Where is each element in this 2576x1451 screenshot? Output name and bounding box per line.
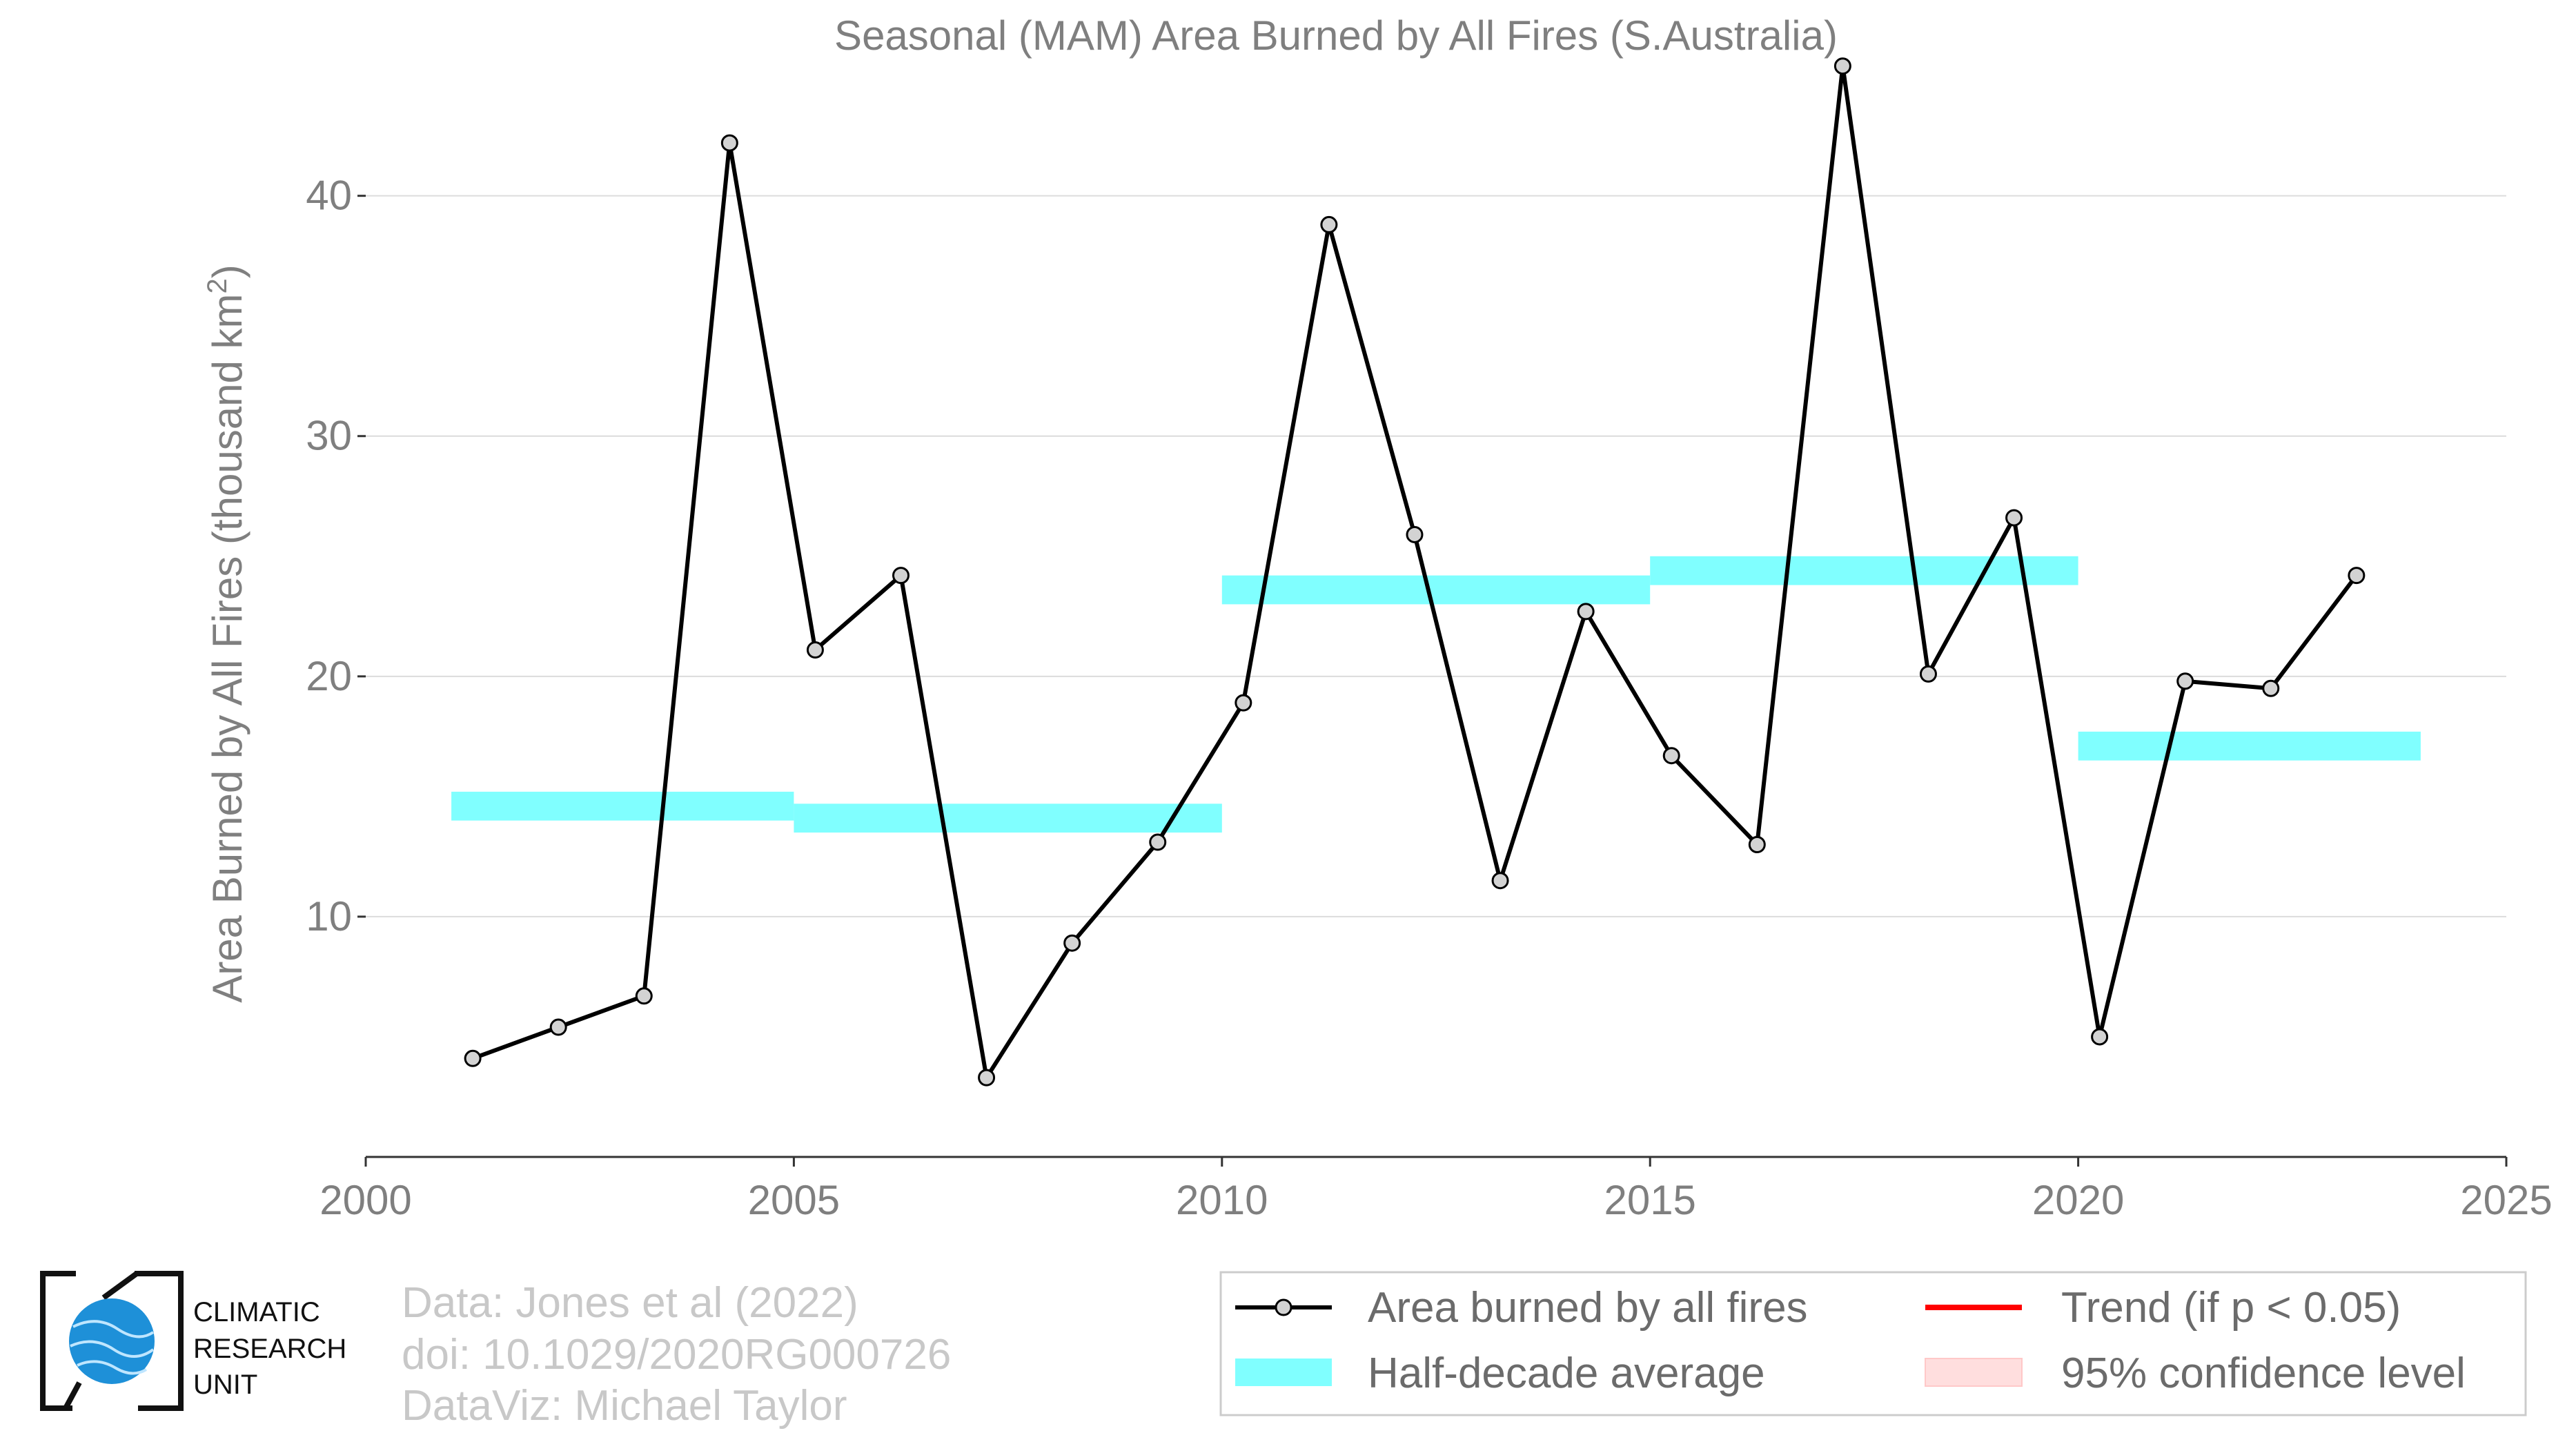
x-tick-label-2020: 2020: [2032, 1177, 2124, 1223]
half-decade-average-bars: [451, 556, 2421, 833]
y-axis-label: Area Burned by All Fires (thousand km2): [202, 264, 250, 1002]
credit-doi: doi: 10.1029/2020RG000726: [402, 1331, 951, 1379]
data-point-9: [1235, 694, 1252, 712]
data-point-3: [720, 134, 738, 152]
data-point-21: [2262, 679, 2280, 697]
half-decade-bar-0: [451, 791, 794, 821]
y-tick-label-40: 40: [306, 173, 352, 219]
y-axis-label-close: ): [204, 264, 250, 278]
y-axis-label-main: Area Burned by All Fires (thousand km: [204, 294, 250, 1003]
data-point-4: [806, 641, 824, 659]
logo-line-3: UNIT: [193, 1370, 257, 1400]
data-points: [464, 57, 2366, 1087]
chart-title: Seasonal (MAM) Area Burned by All Fires …: [834, 12, 1838, 59]
data-point-16: [1833, 57, 1851, 75]
data-point-2: [635, 987, 653, 1005]
data-point-10: [1320, 215, 1338, 233]
half-decade-bar-2: [1221, 575, 1651, 605]
data-point-5: [892, 567, 910, 585]
x-tick-label-2015: 2015: [1604, 1177, 1695, 1223]
logo-line-1: CLIMATIC: [193, 1297, 320, 1327]
y-tick-label-20: 20: [306, 653, 352, 699]
half-decade-bar-3: [1650, 556, 2078, 585]
legend-average-swatch: [1235, 1359, 1332, 1386]
half-decade-bar-1: [794, 804, 1222, 833]
legend-confidence-swatch: [1925, 1358, 2023, 1387]
data-point-8: [1149, 833, 1167, 851]
data-point-1: [549, 1018, 567, 1036]
data-point-7: [1063, 934, 1081, 952]
legend-label-average: Half-decade average: [1368, 1350, 1765, 1397]
x-tick-label-2010: 2010: [1176, 1177, 1268, 1223]
logo-slash: [101, 1271, 139, 1301]
globe-wave-1: [72, 1320, 155, 1338]
globe-wave-2: [70, 1340, 155, 1358]
x-tick-label-2005: 2005: [748, 1177, 840, 1223]
credits: Data: Jones et al (2022) doi: 10.1029/20…: [402, 1279, 951, 1430]
legend-label-trend: Trend (if p < 0.05): [2061, 1284, 2401, 1332]
globe-wave-3: [77, 1360, 148, 1375]
data-point-14: [1662, 747, 1680, 765]
credit-data: Data: Jones et al (2022): [402, 1279, 858, 1327]
y-axis-label-superscript: 2: [202, 278, 233, 293]
x-axis-ticks: 2000 2005 2010 2015 2020 2025: [319, 1157, 2553, 1223]
logo-bracket-left: [40, 1271, 76, 1411]
data-point-18: [2005, 509, 2023, 527]
data-point-19: [2091, 1028, 2109, 1046]
data-point-22: [2348, 567, 2366, 585]
legend: Area burned by all fires Trend (if p < 0…: [1219, 1271, 2527, 1416]
x-tick-label-2025: 2025: [2460, 1177, 2552, 1223]
half-decade-bar-4: [2078, 731, 2421, 761]
data-point-15: [1748, 835, 1766, 853]
cru-logo: CLIMATIC RESEARCH UNIT: [40, 1271, 346, 1411]
x-tick-label-2000: 2000: [319, 1177, 411, 1223]
logo-slash-lower: [63, 1381, 82, 1410]
data-point-6: [978, 1069, 996, 1087]
data-point-20: [2176, 672, 2194, 690]
logo-line-2: RESEARCH: [193, 1334, 346, 1364]
legend-marker-swatch: [1275, 1298, 1292, 1316]
credit-dataviz: DataViz: Michael Taylor: [402, 1382, 847, 1430]
y-tick-label-30: 30: [306, 413, 352, 459]
logo-bracket-right: [135, 1271, 184, 1411]
data-point-0: [464, 1049, 482, 1067]
data-point-11: [1406, 525, 1424, 543]
data-point-12: [1491, 872, 1509, 890]
legend-label-confidence: 95% confidence level: [2061, 1350, 2466, 1397]
legend-label-area-burned: Area burned by all fires: [1368, 1284, 1808, 1332]
y-axis-ticks: 10 20 30 40: [306, 173, 366, 939]
y-tick-label-10: 10: [306, 893, 352, 939]
data-point-13: [1577, 603, 1595, 621]
legend-frame: [1219, 1271, 2527, 1416]
data-point-17: [1919, 665, 1937, 683]
